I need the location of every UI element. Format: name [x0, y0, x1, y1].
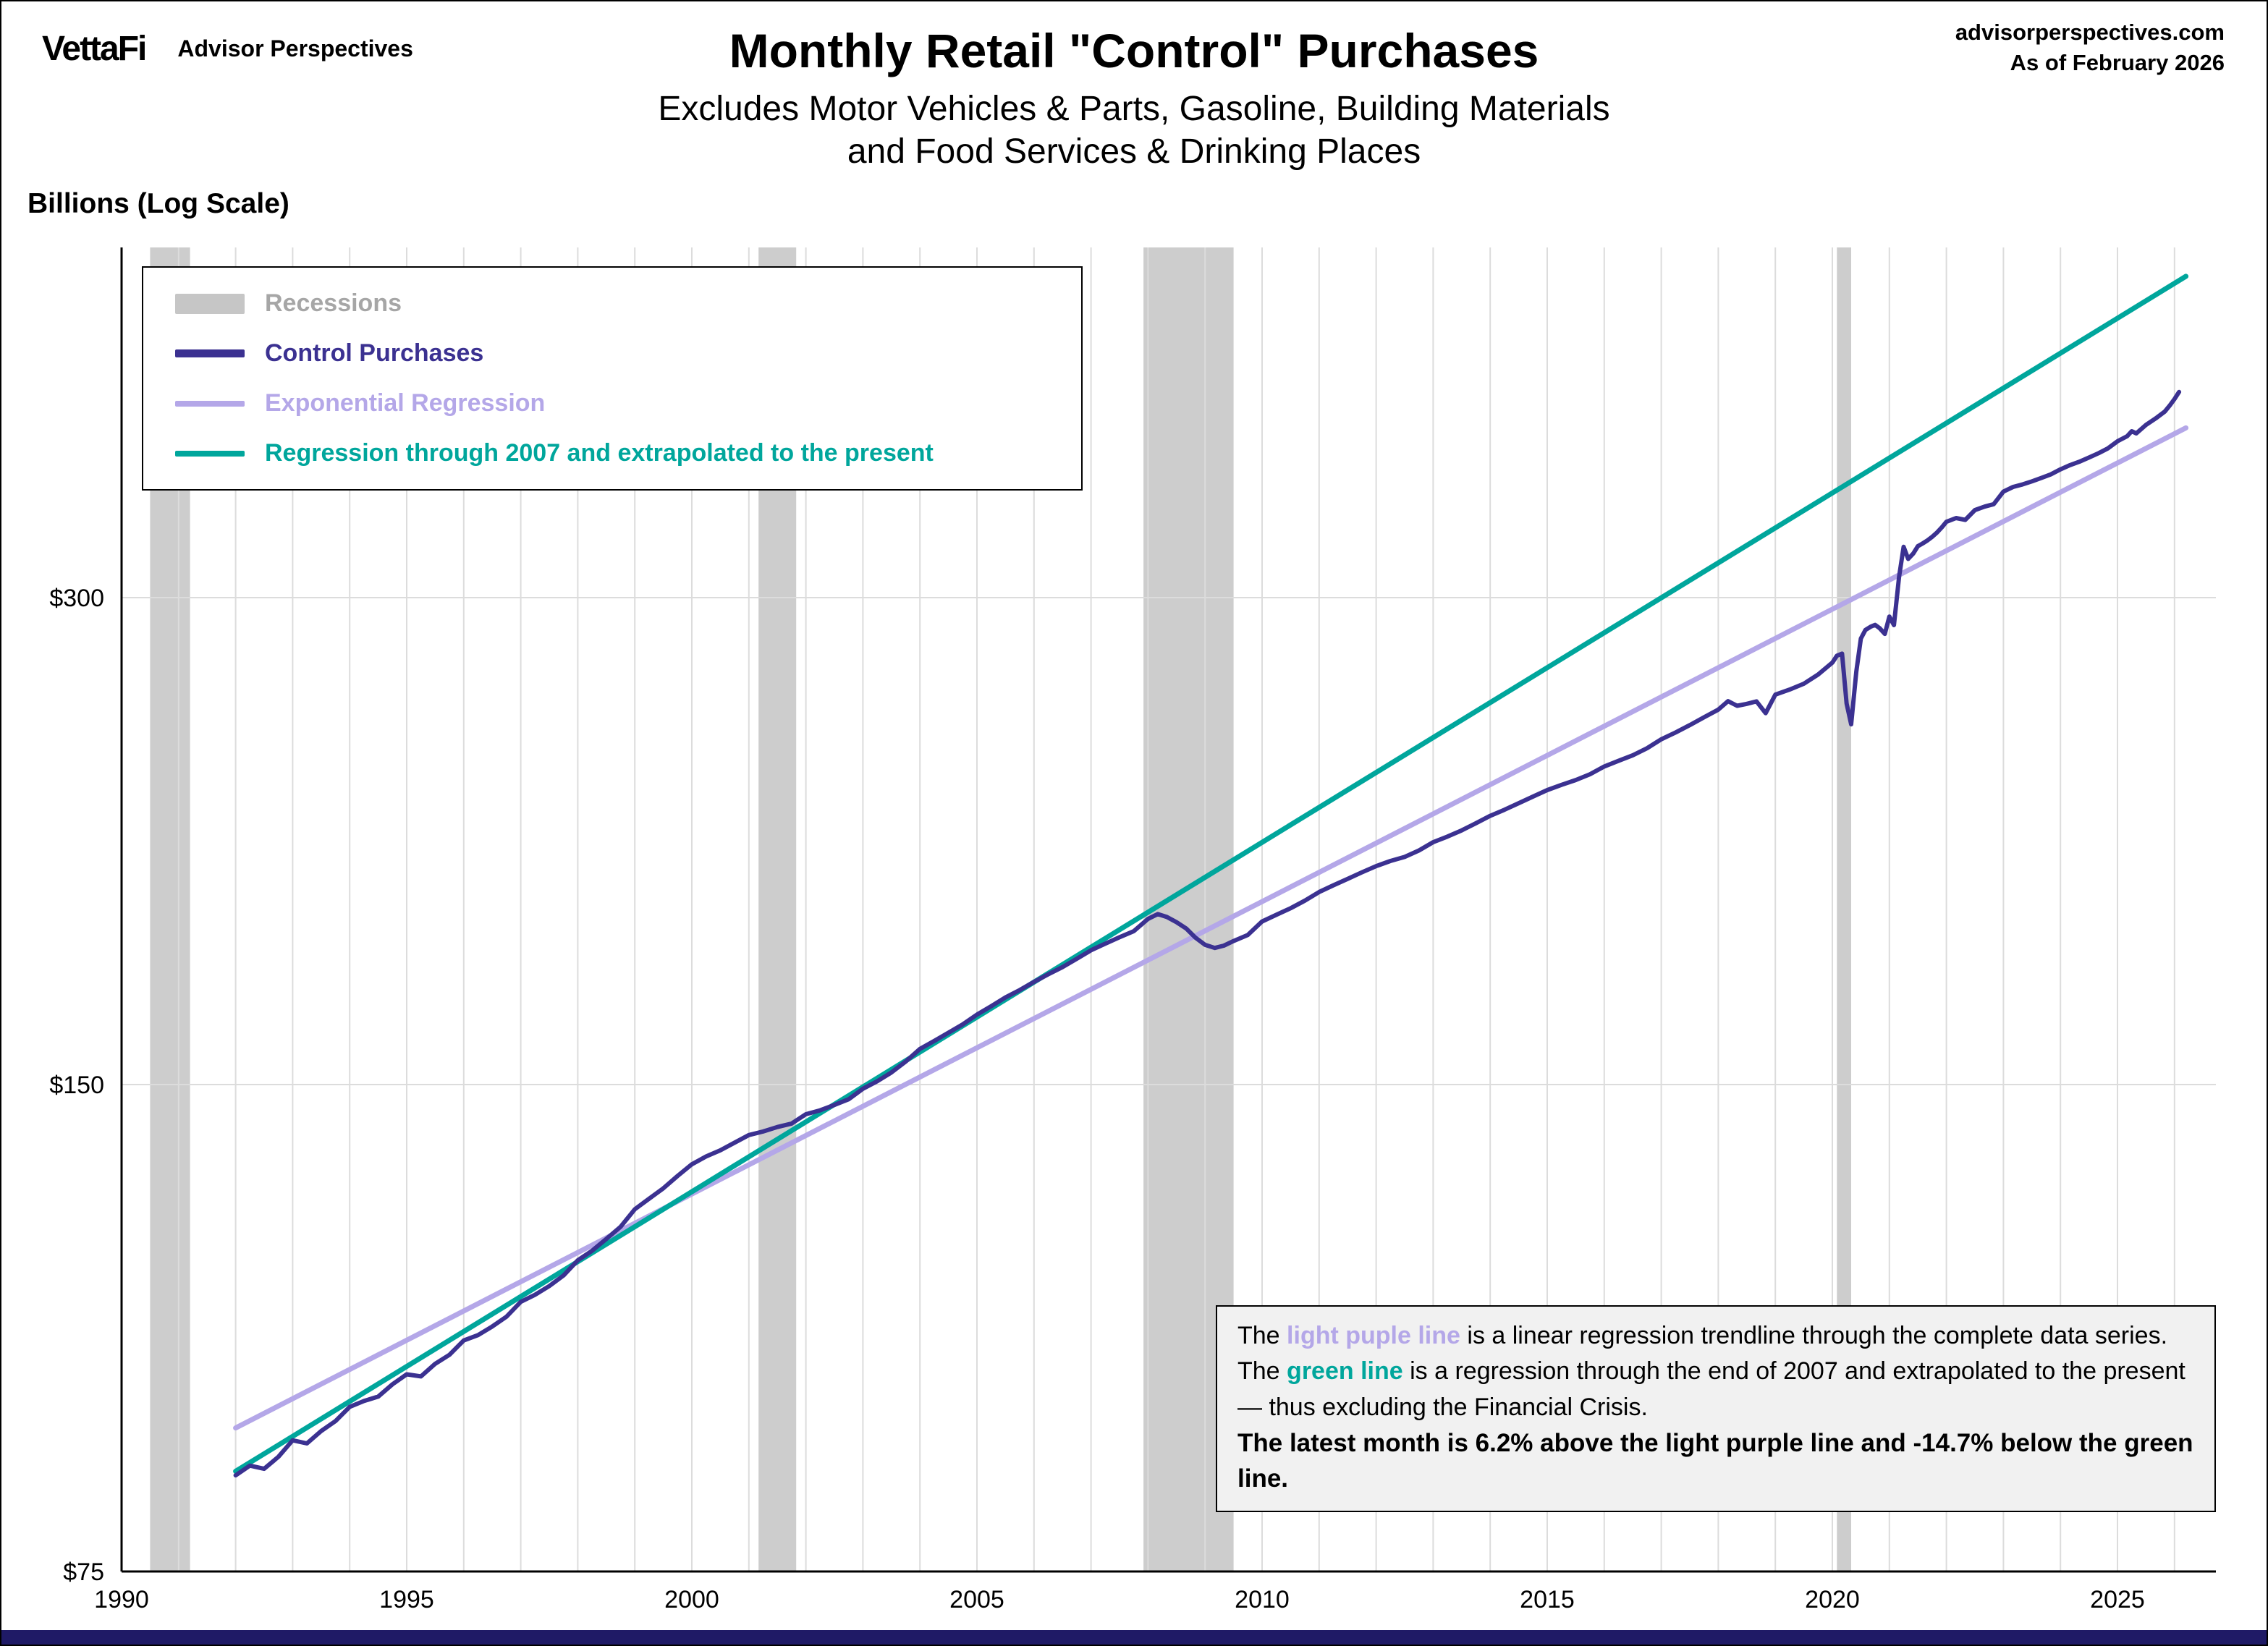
series-line-regression_2007 — [233, 273, 2189, 1474]
legend-label-recessions: Recessions — [265, 289, 402, 317]
y-axis-title: Billions (Log Scale) — [27, 188, 289, 219]
x-tick-label: 1990 — [94, 1586, 149, 1613]
annotation-paragraph: The light puple line is a linear regress… — [1237, 1318, 2194, 1425]
x-tick-label: 2000 — [664, 1586, 719, 1613]
source-info: advisorperspectives.com As of February 2… — [1955, 17, 2225, 78]
x-tick-label: 1995 — [379, 1586, 434, 1613]
legend-item-regression_2007: Regression through 2007 and extrapolated… — [175, 439, 1067, 467]
x-tick-label: 2020 — [1805, 1586, 1860, 1613]
annotation-segment-1: light puple line — [1287, 1322, 1460, 1349]
legend-item-recessions: Recessions — [175, 289, 1067, 318]
legend-item-exp_regression: Exponential Regression — [175, 389, 1067, 417]
annotation-segment-3: green line — [1287, 1357, 1403, 1386]
series-line-exp_regression — [233, 425, 2189, 1431]
vettafi-logo: VettaFi — [42, 30, 147, 68]
annotation-segment-4: is a regression through the end of 2007 … — [1237, 1357, 2186, 1421]
legend-box: Recessions Control Purchases Exponential R… — [142, 266, 1083, 491]
exp_regression-swatch-icon — [175, 400, 245, 407]
legend-label-exp_regression: Exponential Regression — [265, 389, 546, 417]
brand-block: VettaFi Advisor Perspectives — [42, 29, 413, 69]
x-tick-label: 2025 — [2090, 1586, 2145, 1613]
regression_2007-swatch-icon — [175, 450, 245, 457]
y-tick-label: $75 — [63, 1558, 104, 1586]
chart-subtitle-line2: and Food Services & Drinking Places — [847, 132, 1421, 171]
recession-band — [1837, 247, 1851, 1571]
series-line-control — [233, 389, 2182, 1478]
recessions-swatch-icon — [175, 293, 245, 314]
legend-label-regression_2007: Regression through 2007 and extrapolated… — [265, 439, 934, 467]
advisor-perspectives-label: Advisor Perspectives — [177, 35, 413, 61]
chart-header: Monthly Retail "Control" Purchases Exclu… — [291, 23, 1977, 173]
chart-title: Monthly Retail "Control" Purchases — [729, 24, 1539, 77]
legend-label-control: Control Purchases — [265, 339, 484, 367]
x-tick-label: 2015 — [1520, 1586, 1575, 1613]
legend-item-control: Control Purchases — [175, 339, 1067, 368]
y-tick-label: $150 — [49, 1072, 104, 1099]
annotation-segment-0: The — [1237, 1322, 1287, 1349]
x-tick-label: 2010 — [1235, 1586, 1290, 1613]
as-of-date: As of February 2026 — [2010, 49, 2225, 75]
annotation-box: The light puple line is a linear regress… — [1216, 1305, 2216, 1512]
x-tick-label: 2005 — [949, 1586, 1004, 1613]
annotation-segment-2: is a linear regression trendline through… — [1237, 1322, 2168, 1386]
annotation-emphasis: The latest month is 6.2% above the light… — [1237, 1428, 2193, 1493]
source-url: advisorperspectives.com — [1955, 20, 2225, 45]
control-swatch-icon — [175, 349, 245, 357]
y-tick-label: $300 — [49, 585, 104, 612]
footer-accent-bar — [1, 1630, 2267, 1645]
chart-subtitle-line1: Excludes Motor Vehicles & Parts, Gasolin… — [658, 90, 1610, 128]
